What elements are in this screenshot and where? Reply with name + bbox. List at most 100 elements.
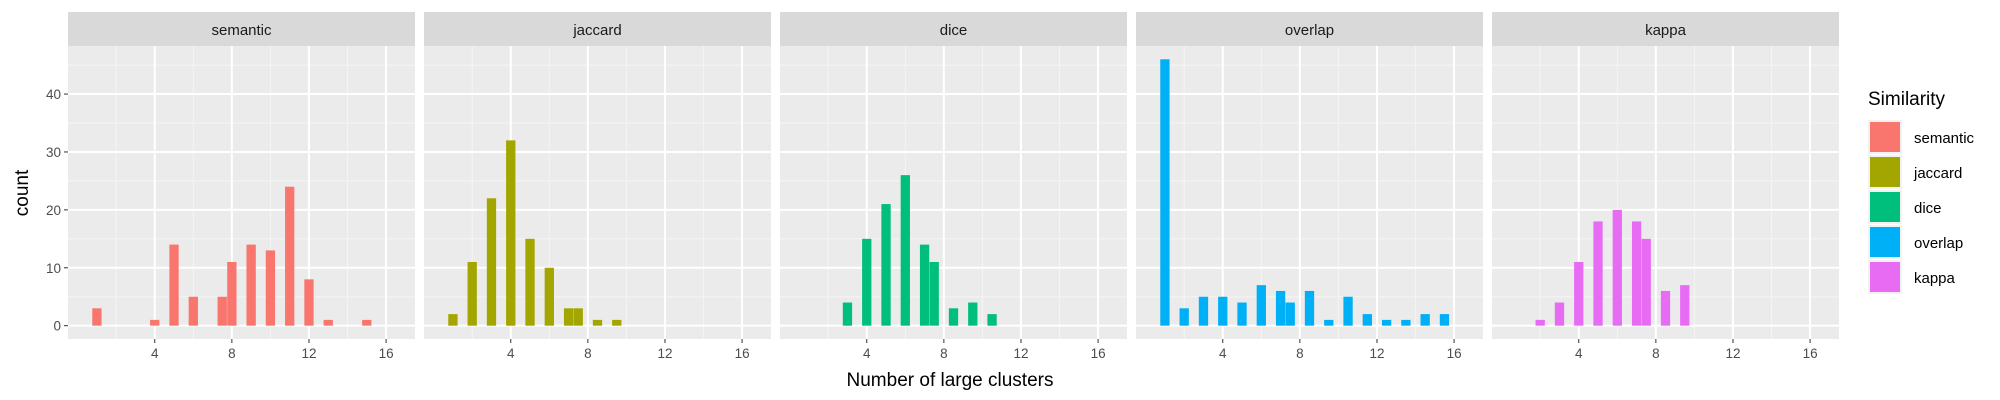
legend-swatch-jaccard (1870, 157, 1900, 187)
bar-semantic-4 (217, 296, 227, 326)
facet-strip-label: overlap (1285, 22, 1334, 39)
bar-kappa-1 (1554, 302, 1565, 326)
bar-jaccard-1 (467, 261, 477, 326)
bar-overlap-2 (1198, 296, 1209, 326)
facet-strip (68, 12, 415, 46)
bar-jaccard-7 (573, 308, 583, 326)
bar-dice-4 (919, 244, 930, 326)
legend-label-jaccard: jaccard (1913, 165, 1962, 182)
legend-label-overlap: overlap (1914, 235, 1963, 252)
x-tick-label: 12 (1725, 346, 1740, 361)
bar-overlap-14 (1420, 314, 1430, 326)
bar-dice-0 (842, 302, 853, 326)
legend-title: Similarity (1868, 89, 1946, 110)
bar-dice-8 (987, 314, 997, 326)
x-tick-label: 4 (507, 346, 515, 361)
x-tick-label: 16 (735, 346, 750, 361)
bar-kappa-2 (1574, 261, 1584, 326)
bar-semantic-6 (246, 244, 256, 326)
bar-jaccard-0 (448, 314, 458, 326)
facet-panel-jaccard: jaccard (424, 12, 771, 339)
legend-swatch-semantic (1870, 122, 1900, 152)
facet-strip (1136, 12, 1483, 46)
x-axis-title: Number of large clusters (847, 370, 1054, 391)
facet-strip-label: semantic (211, 22, 272, 39)
facet-strip-label: kappa (1645, 22, 1687, 39)
x-tick-label: 8 (940, 346, 948, 361)
bar-overlap-7 (1285, 302, 1295, 326)
bar-jaccard-4 (525, 238, 535, 326)
x-tick-label: 16 (1091, 346, 1106, 361)
y-tick-label: 20 (46, 203, 61, 218)
bar-semantic-1 (150, 319, 160, 326)
panel-background (68, 46, 415, 339)
x-tick-label: 16 (379, 346, 394, 361)
y-tick-label: 0 (53, 319, 61, 334)
bar-overlap-9 (1324, 319, 1334, 326)
legend-swatch-kappa (1870, 262, 1900, 292)
bar-kappa-5 (1631, 221, 1642, 326)
bar-overlap-1 (1179, 308, 1189, 326)
bar-overlap-3 (1218, 296, 1228, 326)
bar-overlap-8 (1304, 290, 1315, 326)
bar-dice-5 (929, 261, 939, 326)
bar-kappa-0 (1535, 319, 1545, 326)
legend-label-kappa: kappa (1914, 270, 1956, 287)
bar-kappa-7 (1660, 290, 1671, 326)
bar-kappa-3 (1593, 221, 1603, 326)
bar-semantic-9 (304, 279, 314, 326)
y-axis: 0 10 20 30 40 (46, 87, 68, 334)
legend-swatch-overlap (1870, 227, 1900, 257)
facet-strip-label: jaccard (572, 22, 621, 39)
facet-strip-label: dice (940, 22, 968, 39)
bar-overlap-12 (1381, 319, 1392, 326)
bar-jaccard-5 (544, 267, 554, 326)
y-tick-label: 40 (46, 87, 61, 102)
bar-dice-7 (968, 302, 978, 326)
facet-strip (1492, 12, 1839, 46)
x-tick-label: 8 (584, 346, 592, 361)
bar-dice-3 (900, 175, 910, 326)
bar-semantic-7 (265, 250, 276, 326)
bar-overlap-15 (1439, 314, 1450, 326)
facet-panel-overlap: overlap (1136, 12, 1483, 339)
x-tick-label: 12 (301, 346, 316, 361)
facet-strip (780, 12, 1127, 46)
bar-overlap-10 (1343, 296, 1353, 326)
bar-jaccard-2 (486, 198, 497, 326)
bar-semantic-10 (323, 319, 333, 326)
bar-semantic-11 (362, 319, 372, 326)
bar-kappa-6 (1641, 238, 1651, 326)
bar-overlap-13 (1401, 319, 1411, 326)
x-tick-label: 4 (151, 346, 159, 361)
x-tick-label: 4 (863, 346, 871, 361)
bar-overlap-6 (1275, 290, 1286, 326)
x-tick-label: 12 (1013, 346, 1028, 361)
bar-kappa-4 (1612, 209, 1622, 326)
y-axis-title: count (12, 169, 33, 216)
facet-panel-semantic: semantic (68, 12, 415, 339)
x-tick-label: 12 (1369, 346, 1384, 361)
bar-semantic-8 (285, 186, 295, 326)
x-tick-label: 4 (1575, 346, 1583, 361)
panels-layer: semantic jaccard dice overlap kappa (68, 12, 1839, 339)
y-tick-label: 10 (46, 261, 61, 276)
bar-jaccard-3 (506, 140, 516, 326)
y-tick-label: 30 (46, 145, 61, 160)
x-tick-label: 8 (228, 346, 236, 361)
legend-label-dice: dice (1914, 200, 1942, 217)
bar-dice-6 (948, 308, 959, 326)
bar-semantic-2 (169, 244, 179, 326)
x-tick-label: 8 (1296, 346, 1304, 361)
bar-semantic-5 (227, 261, 237, 326)
facet-panel-kappa: kappa (1492, 12, 1839, 339)
legend-swatch-dice (1870, 192, 1900, 222)
bar-dice-2 (881, 204, 891, 326)
bar-jaccard-9 (612, 319, 622, 326)
legend-label-semantic: semantic (1914, 130, 1975, 147)
x-tick-label: 4 (1219, 346, 1227, 361)
bar-dice-1 (862, 238, 872, 326)
x-tick-label: 16 (1803, 346, 1818, 361)
facet-panel-dice: dice (780, 12, 1127, 339)
x-tick-label: 12 (657, 346, 672, 361)
